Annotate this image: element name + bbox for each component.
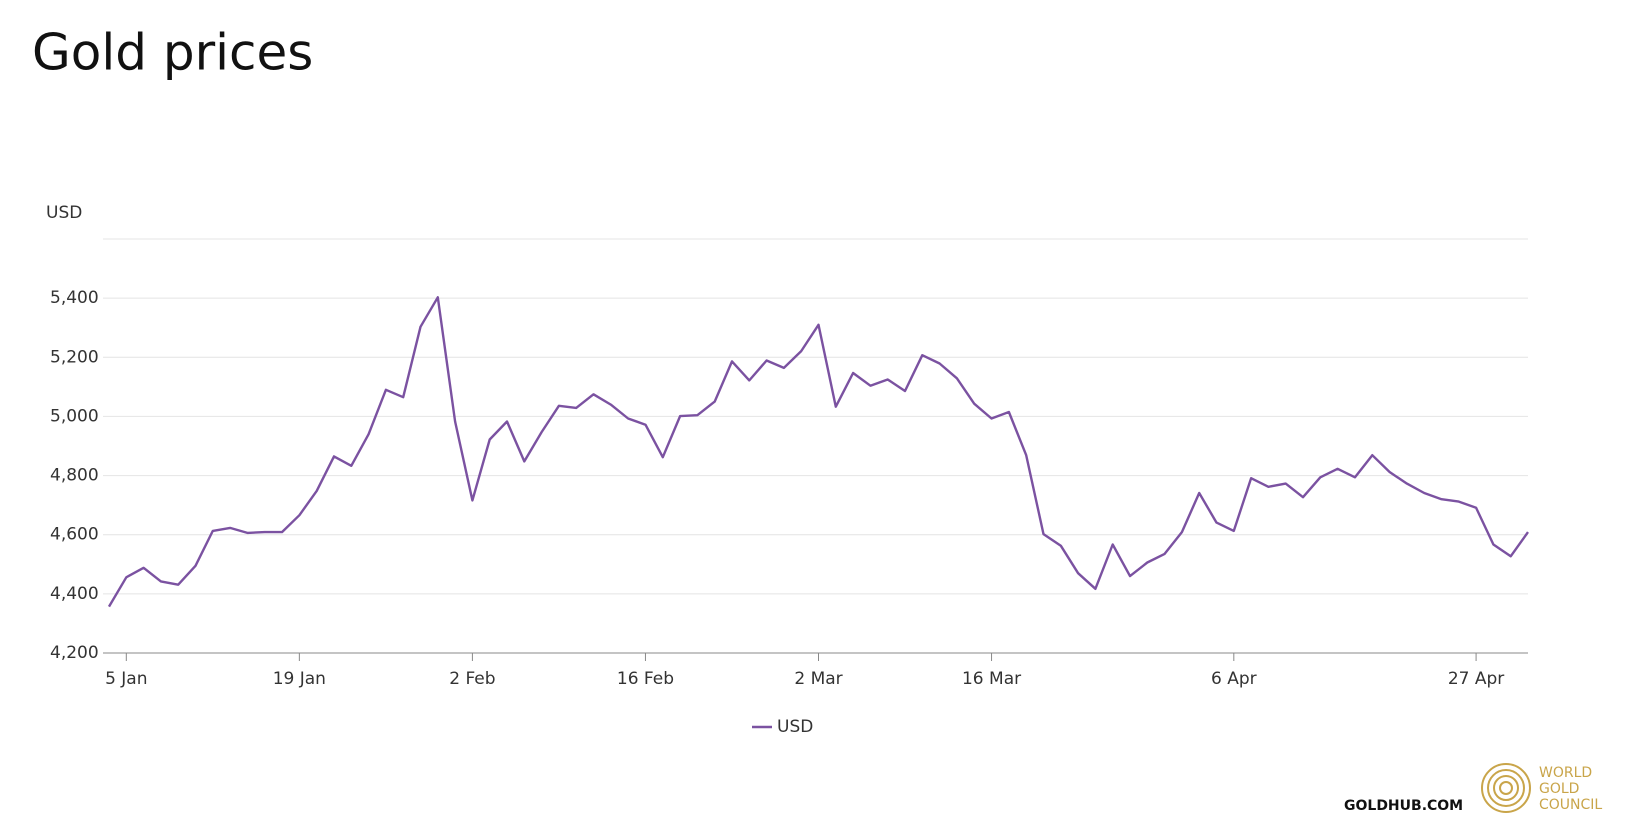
- chart-title: Gold prices: [32, 24, 313, 82]
- y-tick-label: 4,200: [50, 643, 99, 663]
- x-tick-label: 5 Jan: [105, 669, 147, 689]
- price-line: [107, 296, 1529, 608]
- x-tick-label: 6 Apr: [1211, 669, 1257, 689]
- logo-text: COUNCIL: [1539, 797, 1602, 813]
- legend-label: USD: [777, 717, 813, 737]
- x-tick-label: 2 Feb: [449, 669, 495, 689]
- y-tick-label: 4,800: [50, 466, 99, 486]
- site-link: GOLDHUB.COM: [1344, 798, 1463, 814]
- logo-text: WORLD: [1539, 765, 1592, 781]
- logo-mark: [1481, 763, 1531, 813]
- logo-text: GOLD: [1539, 781, 1579, 797]
- x-tick-label: 16 Mar: [962, 669, 1021, 689]
- y-axis-label: USD: [46, 203, 82, 223]
- y-tick-label: 5,000: [50, 406, 99, 426]
- y-tick-label: 4,400: [50, 584, 99, 604]
- y-tick-label: 5,200: [50, 347, 99, 367]
- x-tick-label: 19 Jan: [273, 669, 326, 689]
- x-tick-label: 16 Feb: [617, 669, 674, 689]
- x-tick-label: 2 Mar: [794, 669, 842, 689]
- x-tick-label: 27 Apr: [1448, 669, 1504, 689]
- y-tick-label: 5,400: [50, 288, 99, 308]
- y-tick-label: 4,600: [50, 525, 99, 545]
